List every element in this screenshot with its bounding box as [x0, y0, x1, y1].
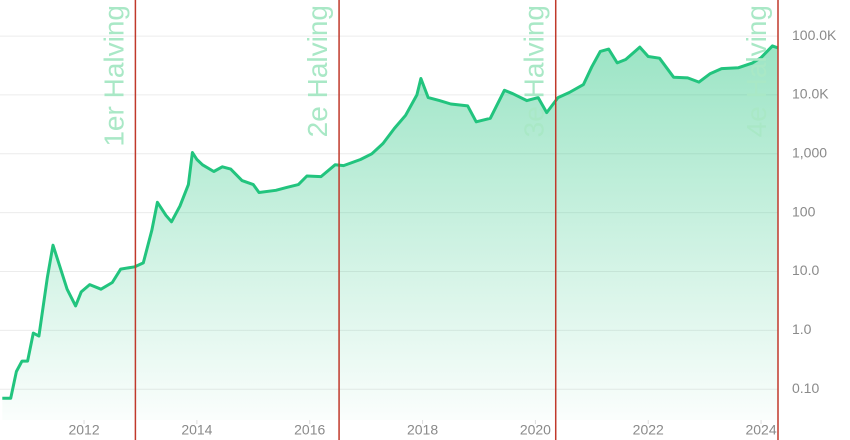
y-tick-label: 10.0K [792, 86, 829, 102]
y-tick-label: 0.10 [792, 380, 819, 396]
x-tick-label: 2022 [633, 422, 664, 438]
y-tick-label: 1.0 [792, 321, 812, 337]
x-tick-label: 2014 [181, 422, 212, 438]
y-tick-label: 100.0K [792, 27, 837, 43]
x-tick-label: 2020 [520, 422, 551, 438]
x-tick-label: 2012 [68, 422, 99, 438]
y-tick-label: 100 [792, 203, 816, 219]
halving-label: 2e Halving [302, 5, 333, 137]
line-area [2, 45, 779, 421]
y-tick-label: 10.0 [792, 262, 819, 278]
annotations: 1er Halving 2e Halving 3e Halving 4e Halvin… [98, 0, 779, 440]
halving-label: 1er Halving [98, 5, 129, 147]
halving-label: 4e Halving [741, 5, 772, 137]
halving-label: 3e Halving [519, 5, 550, 137]
axes: 0.10 1.0 10.0 100 1,000 10.0K 100.0K 2012 2014 20… [68, 27, 837, 438]
y-tick-label: 1,000 [792, 144, 827, 160]
x-tick-label: 2018 [407, 422, 438, 438]
x-tick-label: 2024 [745, 422, 776, 438]
x-tick-label: 2016 [294, 422, 325, 438]
